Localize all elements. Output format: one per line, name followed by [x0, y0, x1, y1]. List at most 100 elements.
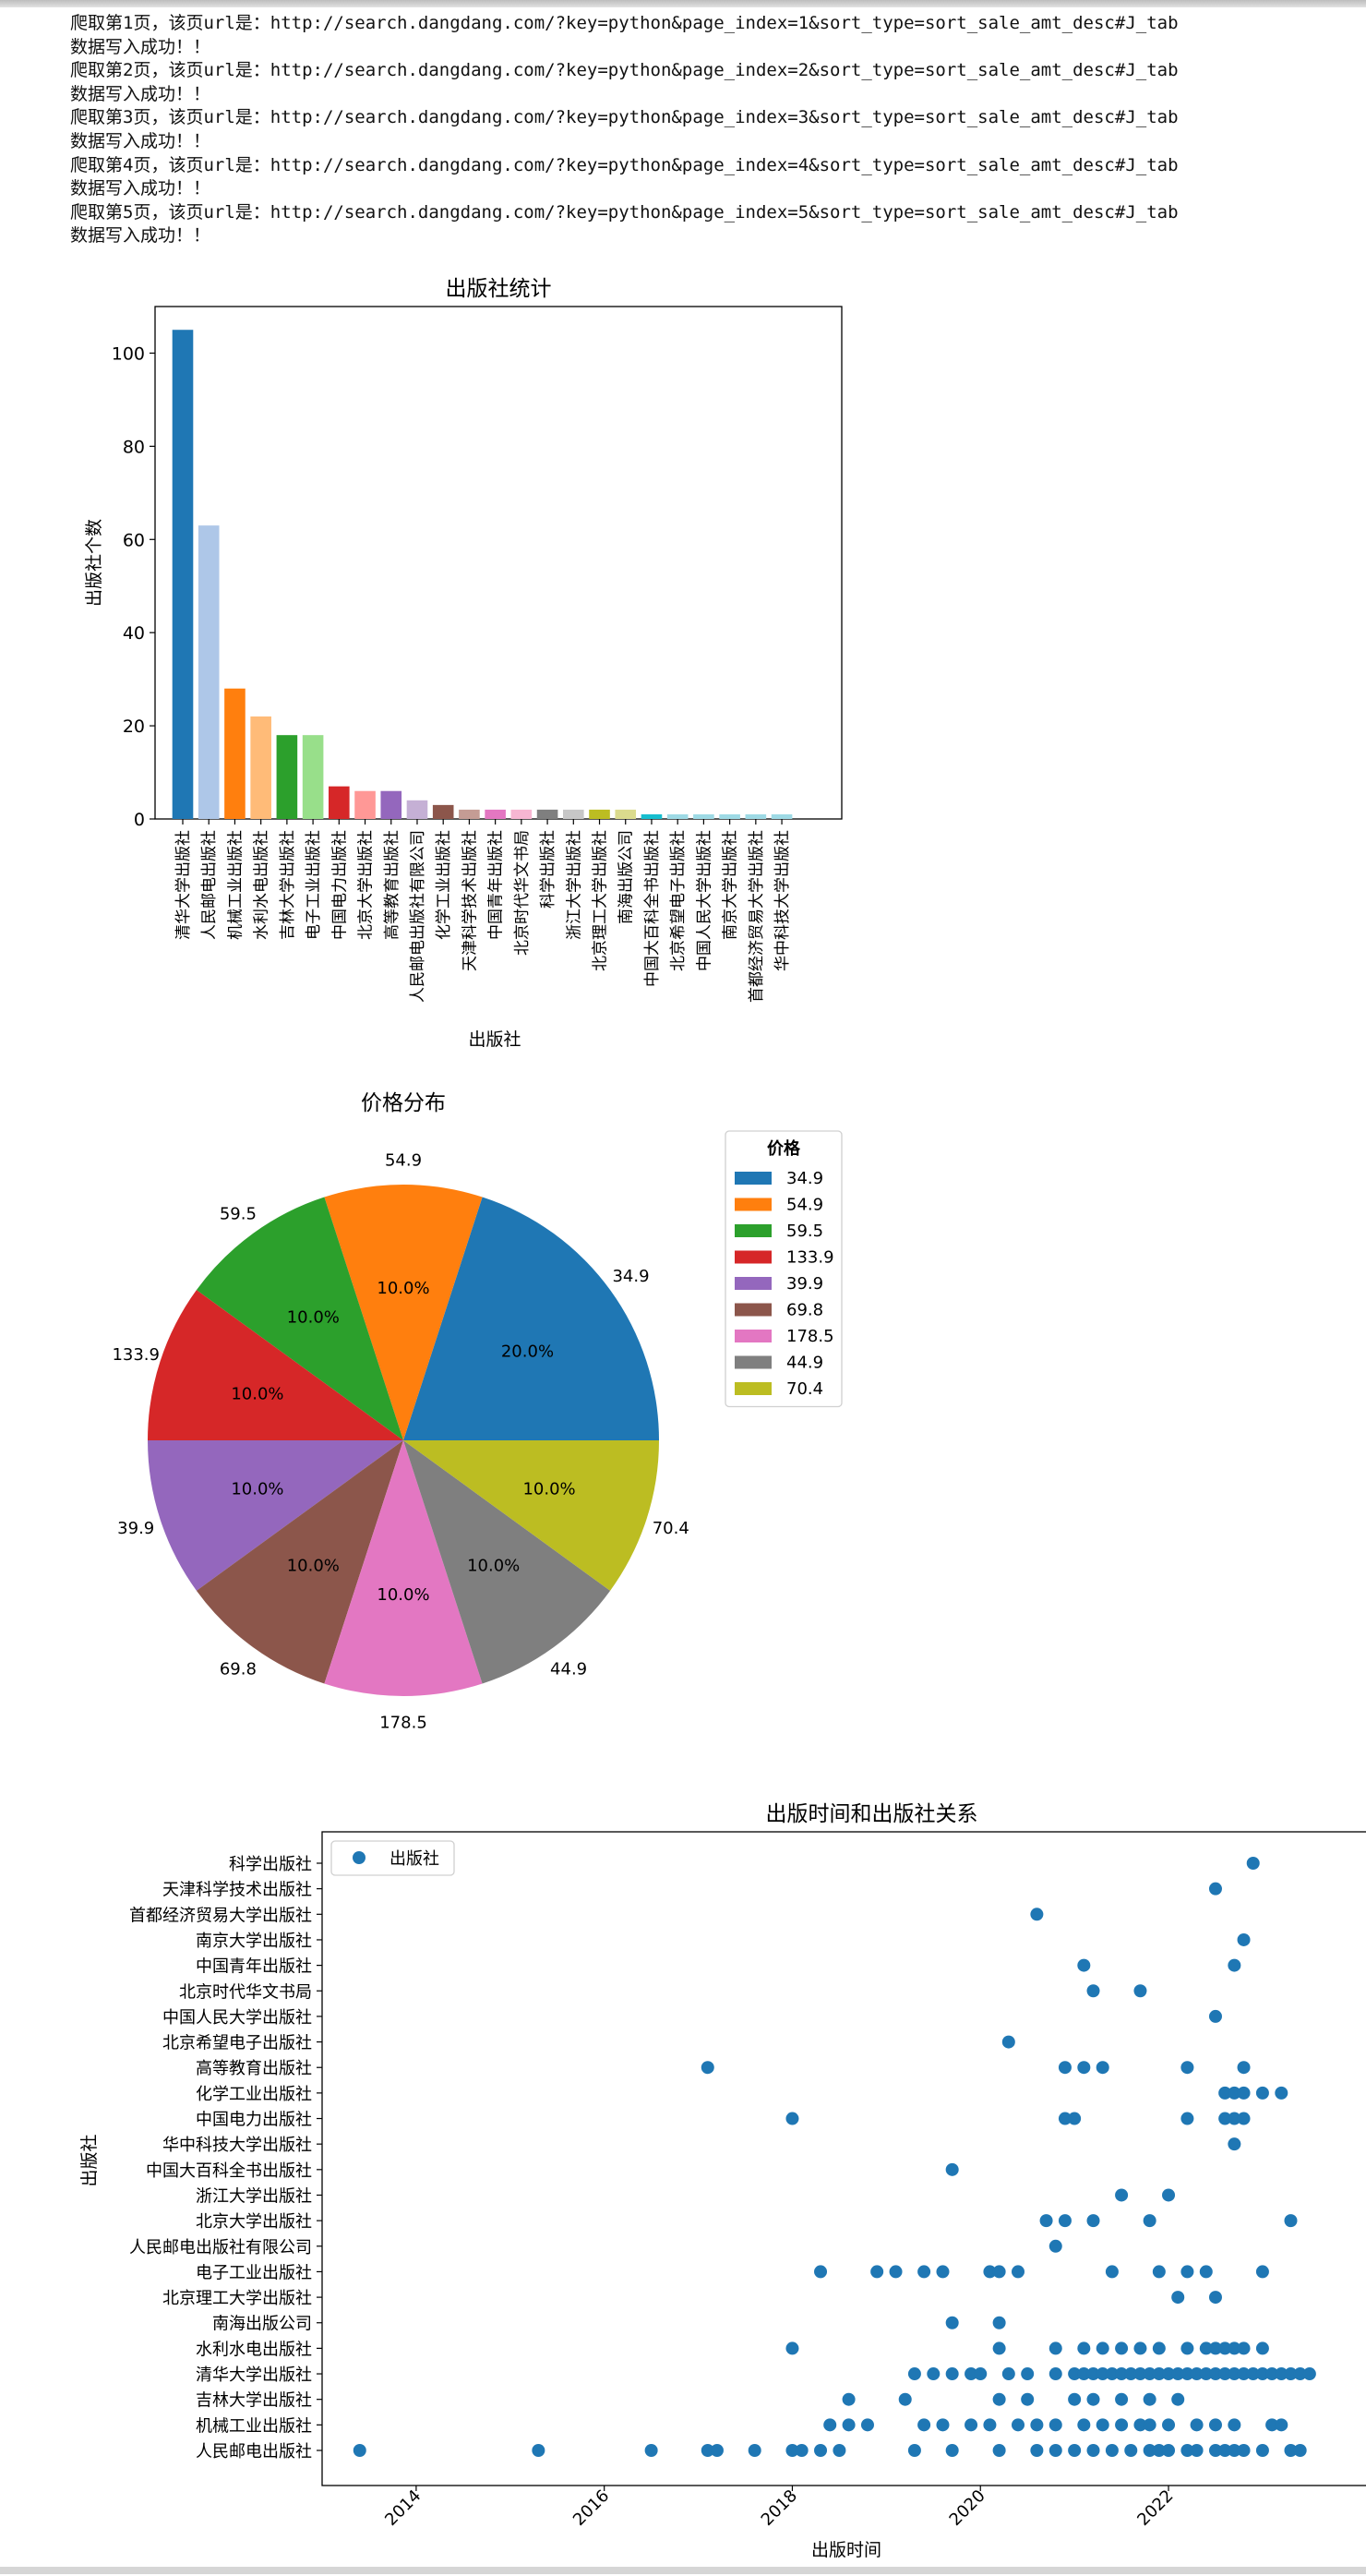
y-tick-label: 浙江大学出版社	[196, 2186, 312, 2206]
scatter-point	[992, 2341, 1006, 2355]
x-tick-label: 水利水电出版社	[253, 830, 271, 940]
scatter-point	[1105, 2265, 1119, 2279]
scatter-point	[1237, 1932, 1251, 1946]
x-tick-label: 中国大百科全书出版社	[643, 830, 662, 987]
scatter-point	[1237, 2061, 1251, 2075]
log-line-crawl-page: 爬取第2页，该页url是：http://search.dangdang.com/…	[70, 60, 1179, 81]
pie-slice-percent: 10.0%	[287, 1556, 340, 1575]
bar-机械工业出版社	[224, 688, 246, 819]
scatter-point	[1218, 2086, 1232, 2100]
legend-entry-label: 133.9	[786, 1248, 834, 1268]
chart-title: 出版时间和出版社关系	[766, 1802, 978, 1826]
pie-slice-percent: 10.0%	[287, 1308, 340, 1328]
scatter-point	[1237, 2444, 1251, 2457]
scatter-point	[1124, 2444, 1138, 2457]
pie-slice-percent: 10.0%	[522, 1479, 575, 1499]
bar-首都经济贸易大学出版社	[745, 813, 767, 819]
y-tick-label: 100	[112, 343, 145, 364]
x-tick-label: 吉林大学出版社	[279, 830, 297, 940]
log-line-write-success: 数据写入成功！！	[70, 130, 211, 151]
x-tick-label: 浙江大学出版社	[565, 830, 583, 940]
scatter-point	[1030, 2444, 1044, 2457]
scatter-point	[1077, 2061, 1091, 2075]
log-line-crawl-page: 爬取第3页，该页url是：http://search.dangdang.com/…	[70, 107, 1179, 128]
y-axis-label: 出版社个数	[84, 519, 104, 607]
y-tick-label: 80	[123, 437, 145, 457]
scatter-point	[1190, 2418, 1204, 2432]
scatter-point	[1096, 2367, 1109, 2381]
x-tick-label: 人民邮电出版社有限公司	[409, 830, 427, 1003]
x-tick-label: 北京大学出版社	[357, 830, 376, 940]
y-tick-label: 北京时代华文书局	[179, 1982, 312, 2002]
scatter-point	[992, 2316, 1006, 2329]
scatter-point	[842, 2392, 856, 2406]
y-tick-label: 中国青年出版社	[196, 1957, 312, 1977]
legend-swatch	[735, 1277, 772, 1290]
pie-slice-label: 69.8	[220, 1660, 257, 1679]
window-bottom-edge	[0, 2567, 1366, 2574]
scatter-point	[532, 2444, 545, 2457]
x-tick-label: 2014	[381, 2486, 425, 2530]
scatter-point	[1133, 2341, 1147, 2355]
plot-frame	[321, 1831, 1366, 2486]
y-tick-label: 天津科学技术出版社	[162, 1881, 312, 1900]
scatter-point	[1048, 2239, 1062, 2253]
x-tick-label: 北京时代华文书局	[513, 830, 532, 956]
scatter-point	[1077, 1958, 1091, 1972]
y-tick-label: 北京理工大学出版社	[162, 2289, 312, 2308]
pie-slice-label: 44.9	[550, 1660, 587, 1679]
scatter-point	[1030, 1908, 1044, 1921]
scatter-point	[1021, 2392, 1035, 2406]
scatter-point	[1190, 2444, 1204, 2457]
scatter-point	[1208, 2009, 1222, 2023]
scatter-point	[1218, 2367, 1232, 2381]
scatter-point	[1208, 2291, 1222, 2305]
scatter-point	[1105, 2444, 1119, 2457]
scatter-point	[814, 2265, 828, 2279]
scatter-point	[870, 2265, 884, 2279]
scatter-point	[1086, 2214, 1100, 2228]
legend-entry-label: 出版社	[389, 1849, 439, 1869]
pie-slice-69.8	[196, 1440, 403, 1684]
scatter-point	[1068, 2392, 1082, 2406]
x-tick-label: 2022	[1133, 2486, 1177, 2530]
scatter-point	[898, 2392, 912, 2406]
scatter-point	[785, 2444, 799, 2457]
scatter-point	[1058, 2061, 1072, 2075]
scatter-point	[1228, 2444, 1241, 2457]
scatter-point	[1171, 2291, 1185, 2305]
scatter-point	[1001, 2035, 1015, 2049]
scatter-point	[1077, 2341, 1091, 2355]
scatter-point	[1143, 2444, 1156, 2457]
scatter-point	[1199, 2367, 1213, 2381]
bar-水利水电出版社	[250, 716, 271, 819]
scatter-point	[1086, 2367, 1100, 2381]
y-tick-label: 北京希望电子出版社	[162, 2034, 312, 2053]
scatter-point	[1255, 2444, 1269, 2457]
bar-电子工业出版社	[302, 735, 324, 819]
bar-北京理工大学出版社	[589, 809, 610, 819]
bar-高等教育出版社	[380, 790, 402, 819]
legend-title: 价格	[767, 1138, 801, 1159]
y-tick-label: 0	[134, 810, 145, 830]
scatter-point	[644, 2444, 658, 2457]
scatter-point	[1275, 2418, 1288, 2432]
scatter-point	[1293, 2367, 1307, 2381]
scatter-point	[1293, 2444, 1307, 2457]
scatter-point	[833, 2444, 846, 2457]
scatter-point	[936, 2418, 950, 2432]
x-tick-label: 机械工业出版社	[226, 830, 245, 940]
console-output-log: 爬取第1页，该页url是：http://search.dangdang.com/…	[70, 12, 1179, 248]
scatter-point	[1133, 2418, 1147, 2432]
bar-吉林大学出版社	[276, 735, 298, 819]
scatter-point	[1255, 2086, 1269, 2100]
scatter-point	[1284, 2367, 1298, 2381]
scatter-point	[1255, 2367, 1269, 2381]
scatter-point	[1228, 2086, 1241, 2100]
scatter-point	[1162, 2367, 1176, 2381]
scatter-point	[974, 2367, 988, 2381]
legend-entry-label: 44.9	[786, 1354, 823, 1373]
pie-slice-178.5	[324, 1440, 483, 1696]
y-tick-label: 中国电力出版社	[196, 2111, 312, 2130]
pie-slice-133.9	[148, 1290, 403, 1440]
